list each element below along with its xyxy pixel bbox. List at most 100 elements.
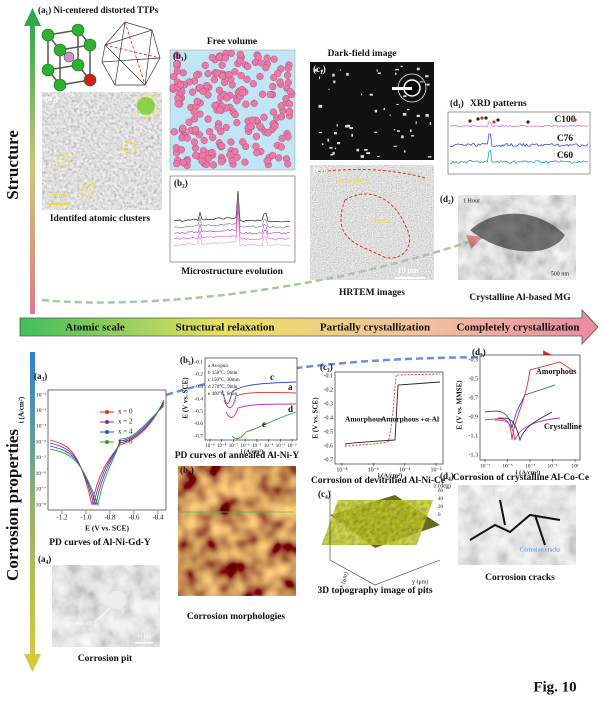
atom (231, 110, 239, 119)
atom (263, 54, 271, 62)
atom (236, 57, 244, 65)
bright-spot (351, 133, 354, 137)
bright-spot (415, 121, 417, 125)
atom (274, 69, 282, 77)
atom (277, 143, 285, 151)
atom (214, 123, 222, 131)
bright-spot (329, 147, 333, 149)
bright-spot (364, 148, 368, 151)
atom (83, 73, 97, 87)
label: Dark-field image (328, 49, 397, 59)
label: Al (152, 110, 158, 116)
bright-spot (314, 68, 318, 72)
atom (192, 126, 200, 134)
label: 10 nm (397, 266, 418, 275)
legend-marker (105, 410, 109, 414)
caption: Identifed atomic clusters (50, 214, 151, 224)
bright-spot (339, 69, 342, 71)
peak-marker (492, 120, 496, 124)
bright-spot (337, 142, 341, 145)
structure-arrowhead (24, 8, 41, 26)
dark-field-image (310, 62, 434, 160)
atom (231, 68, 239, 76)
bright-spot (374, 131, 378, 133)
caption: PD curves of annealed Al-Ni-Y (175, 451, 300, 461)
tick-label: -0.4 (324, 415, 334, 421)
tick-label: -0.1 (194, 359, 203, 365)
tick-label: 40 (438, 497, 444, 502)
bright-spot (327, 138, 330, 142)
label: 500 nm (551, 271, 570, 277)
afm-image (178, 466, 296, 596)
bright-spot (389, 114, 391, 117)
stage-label: Partially crystallization (320, 322, 430, 334)
atom (199, 87, 207, 95)
atom (41, 28, 55, 42)
spectrum (173, 208, 291, 241)
atom (170, 128, 178, 136)
topo-texture (321, 500, 434, 545)
crystal-outline (340, 193, 411, 259)
peak-marker (468, 119, 472, 123)
structure-arrow (30, 22, 35, 314)
tick-label: 10⁻⁵ (502, 463, 512, 469)
bright-spot (426, 83, 430, 86)
xrd-box (447, 111, 591, 175)
polyhedron (101, 21, 161, 86)
pd-curve (49, 401, 165, 506)
atom (192, 71, 201, 79)
label: a (288, 382, 293, 392)
atom (173, 60, 181, 68)
tick-label: -0.5 (194, 409, 203, 415)
bright-spot (395, 69, 400, 71)
atom (250, 99, 258, 107)
plot-frame (47, 389, 167, 511)
bright-spot (366, 152, 371, 154)
atom (269, 108, 278, 116)
atom (257, 59, 265, 67)
tick-label: 10⁻⁶ (368, 467, 379, 473)
label: XRD patterns (470, 99, 527, 109)
label: (c₁) (313, 64, 326, 74)
atom (223, 94, 231, 102)
tick-label: 10⁻⁴ (36, 439, 46, 445)
legend-label: x = 0 (118, 408, 133, 416)
tick-label: 10⁻⁴ (264, 443, 274, 449)
atom (190, 115, 199, 123)
corrosion-arrow (30, 352, 35, 657)
atom (218, 142, 226, 150)
pd-curve (223, 392, 297, 409)
atom (213, 69, 221, 77)
atom (221, 54, 230, 62)
tick-label: -0.2 (194, 372, 203, 378)
bright-spot (427, 156, 432, 158)
tick-label: -0.3 (194, 384, 203, 390)
bright-spot (328, 88, 330, 91)
legend-label: c 150°C, 30min (208, 378, 240, 383)
label: Corrosion cracks (520, 547, 561, 553)
tick-label: -0.6 (194, 421, 203, 427)
label: c (270, 372, 274, 382)
atom (173, 160, 181, 168)
atom (53, 43, 67, 57)
bright-spot (403, 150, 406, 153)
atom (210, 76, 218, 84)
atom (277, 113, 286, 121)
axis-title: Corrosion properties (3, 429, 22, 581)
atom (256, 122, 264, 130)
tick-label: 10⁻³ (36, 424, 46, 430)
atom (215, 53, 224, 61)
tick-label: -0.5 (469, 376, 479, 382)
bright-spot (330, 153, 334, 156)
tick-label: 10⁻¹ (547, 463, 557, 469)
caption: Corrosion cracks (485, 573, 555, 583)
tick-label: 10⁻³ (525, 463, 535, 469)
tick-label: 10⁻⁷ (36, 487, 46, 493)
plot-frame (204, 357, 298, 441)
tick-label: -1.0 (80, 514, 92, 522)
atom (185, 118, 193, 126)
atom (201, 61, 209, 70)
xrd-curve (449, 150, 589, 164)
atom (204, 115, 212, 123)
atom (284, 71, 292, 79)
